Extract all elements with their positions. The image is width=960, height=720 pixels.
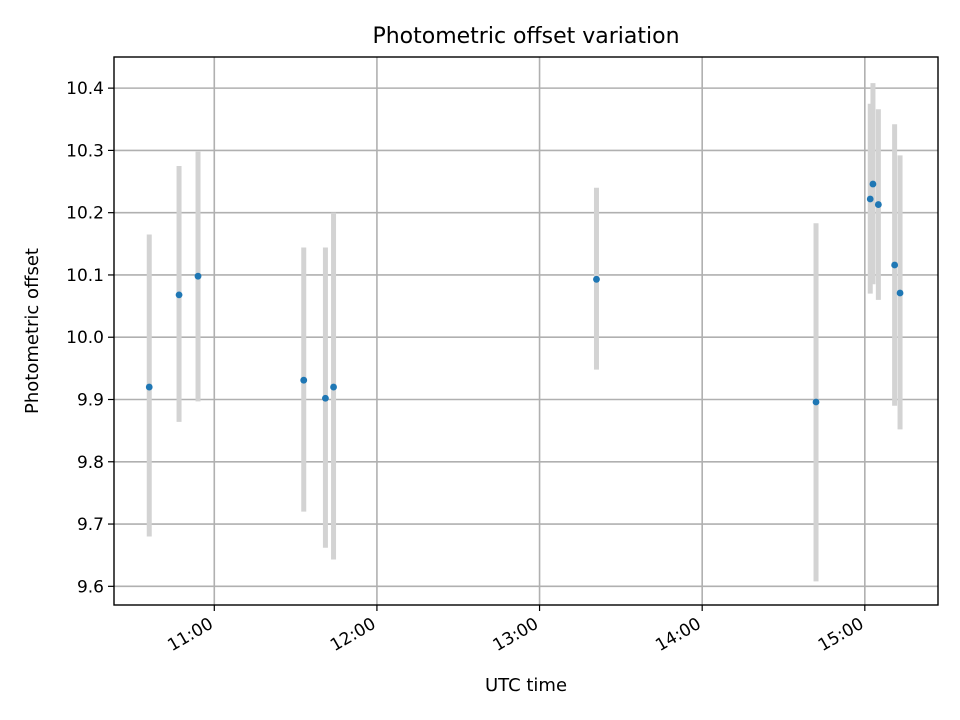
data-point (896, 289, 904, 297)
plot-area-frame (113, 56, 939, 606)
data-point (322, 394, 329, 402)
data-point (194, 272, 202, 280)
y-tick-label: 10.1 (66, 266, 104, 286)
y-tick-label: 9.8 (77, 453, 104, 473)
data-point (869, 180, 877, 188)
x-axis-label: UTC time (485, 675, 567, 696)
grid-layer (114, 57, 938, 605)
data-point (145, 383, 153, 391)
y-tick-label: 9.6 (77, 577, 104, 597)
data-point (175, 291, 183, 299)
data-point (812, 398, 820, 406)
y-tick-label: 9.7 (77, 515, 104, 535)
y-tick-label: 10.4 (66, 79, 104, 99)
data-point-layer (145, 180, 904, 406)
y-tick-label: 10.3 (66, 141, 104, 161)
y-tick-label: 10.0 (66, 328, 104, 348)
y-tick-label: 10.2 (66, 204, 104, 224)
data-point (891, 261, 899, 269)
data-point (300, 376, 308, 384)
y-axis-label: Photometric offset (22, 248, 43, 414)
data-point (866, 195, 874, 203)
data-point (593, 275, 600, 283)
chart-title: Photometric offset variation (372, 24, 679, 49)
y-tick-label: 9.9 (77, 391, 104, 411)
data-point (874, 201, 882, 208)
data-point (330, 383, 337, 391)
